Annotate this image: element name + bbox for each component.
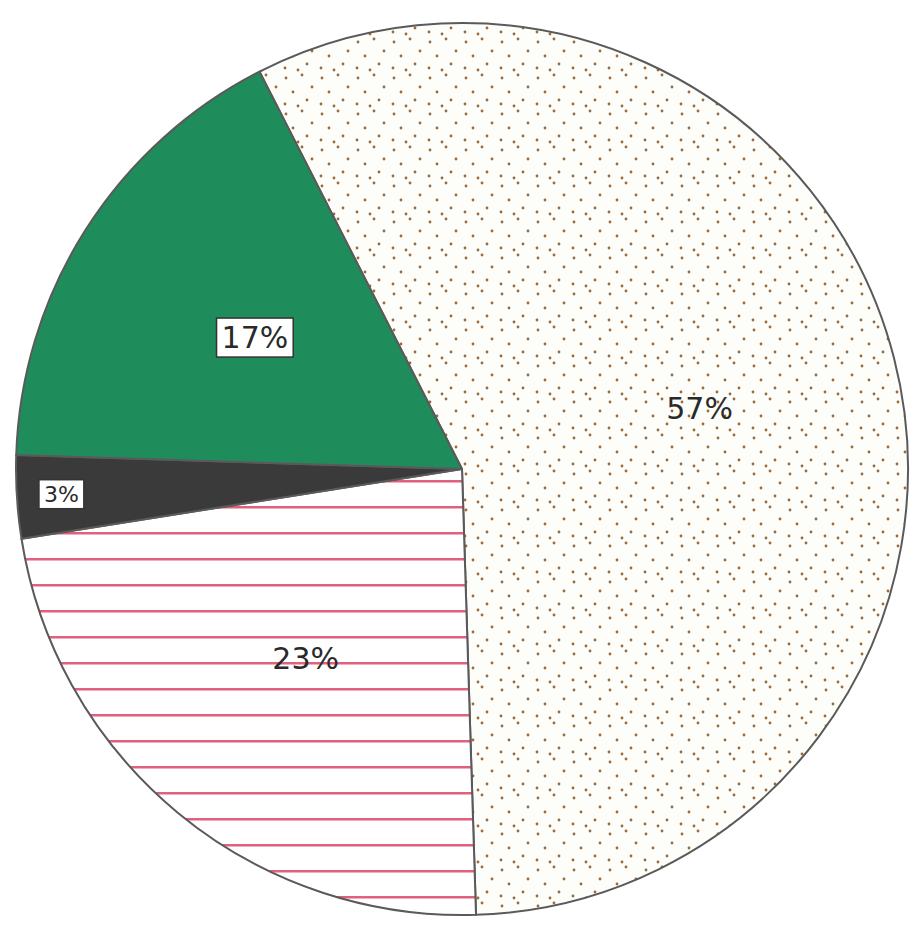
- data-label: 3%: [44, 482, 79, 507]
- label-box: [217, 318, 294, 357]
- chart: 57% 23% 3% 17%: [0, 0, 920, 938]
- data-labels: 57% 23% 3% 17%: [39, 318, 733, 675]
- pie-slice: [21, 469, 476, 915]
- data-label: 23%: [272, 641, 339, 676]
- data-label: 17%: [222, 320, 289, 355]
- label-box: [39, 480, 84, 509]
- pie-slice: [16, 72, 462, 469]
- data-label: 57%: [666, 390, 733, 425]
- pie: [16, 23, 908, 915]
